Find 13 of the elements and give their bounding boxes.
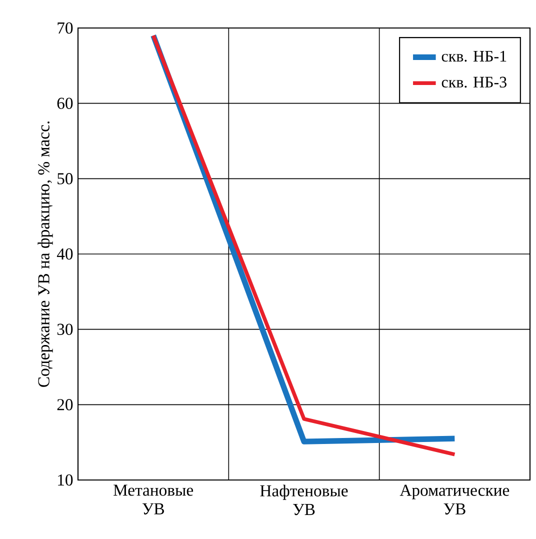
x-tick-label: Метановые УВ: [114, 484, 194, 514]
legend-label: скв. НБ-1: [442, 50, 506, 62]
y-tick-label: 50: [58, 173, 73, 184]
x-tick-label: Ароматические УВ: [400, 484, 510, 515]
y-tick-label: 20: [57, 399, 73, 410]
y-axis-title: Содержание УВ на фракцию, % масс.: [38, 121, 53, 387]
legend-label: скв. НБ-3: [442, 76, 506, 88]
y-tick-label: 10: [58, 474, 73, 486]
y-tick-label: 70: [58, 22, 73, 34]
y-tick-label: 60: [57, 98, 73, 109]
x-tick-label: Нафтеновые УВ: [260, 484, 348, 516]
y-tick-label: 30: [57, 324, 73, 335]
y-tick-label: 40: [56, 248, 73, 260]
